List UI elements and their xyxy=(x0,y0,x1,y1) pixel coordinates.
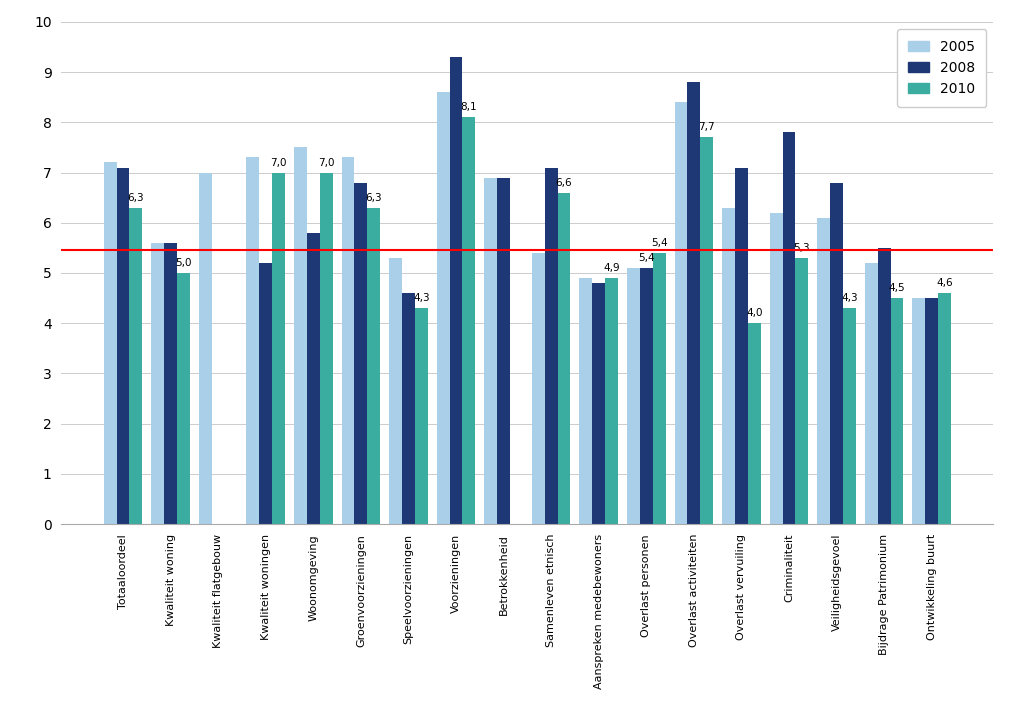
Text: 8,1: 8,1 xyxy=(461,102,477,112)
Text: 4,0: 4,0 xyxy=(746,308,763,318)
Text: 4,5: 4,5 xyxy=(889,283,905,293)
Bar xyxy=(272,173,285,524)
Bar xyxy=(129,207,142,524)
Bar xyxy=(722,207,735,524)
Bar xyxy=(557,193,570,524)
Text: 4,9: 4,9 xyxy=(603,263,620,273)
Bar xyxy=(545,167,557,524)
Text: 6,6: 6,6 xyxy=(556,178,572,188)
Bar xyxy=(294,147,307,524)
Bar xyxy=(605,278,617,524)
Text: 4,3: 4,3 xyxy=(841,293,858,303)
Text: 6,3: 6,3 xyxy=(366,193,382,202)
Legend: 2005, 2008, 2010: 2005, 2008, 2010 xyxy=(897,29,986,107)
Bar xyxy=(865,263,878,524)
Bar xyxy=(926,298,938,524)
Bar xyxy=(817,218,830,524)
Bar xyxy=(103,162,117,524)
Bar xyxy=(687,82,700,524)
Bar xyxy=(770,213,782,524)
Bar xyxy=(415,308,428,524)
Bar xyxy=(878,248,891,524)
Bar xyxy=(247,157,259,524)
Bar xyxy=(592,283,605,524)
Bar xyxy=(700,138,713,524)
Text: 5,4: 5,4 xyxy=(651,238,668,248)
Bar xyxy=(891,298,903,524)
Bar xyxy=(402,293,415,524)
Bar xyxy=(354,183,368,524)
Bar xyxy=(912,298,926,524)
Text: 4,6: 4,6 xyxy=(936,278,952,288)
Text: 5,4: 5,4 xyxy=(638,253,654,263)
Bar xyxy=(580,278,592,524)
Bar xyxy=(652,253,666,524)
Bar xyxy=(389,258,402,524)
Bar xyxy=(531,253,545,524)
Bar xyxy=(450,57,463,524)
Bar xyxy=(117,167,129,524)
Bar xyxy=(640,268,652,524)
Bar xyxy=(796,258,808,524)
Text: 5,3: 5,3 xyxy=(794,243,810,253)
Bar xyxy=(152,243,164,524)
Bar xyxy=(735,167,748,524)
Text: 6,3: 6,3 xyxy=(128,193,144,202)
Bar xyxy=(782,132,796,524)
Bar xyxy=(463,117,475,524)
Text: 4,3: 4,3 xyxy=(413,293,430,303)
Bar xyxy=(843,308,856,524)
Bar xyxy=(177,273,189,524)
Bar xyxy=(437,92,450,524)
Bar xyxy=(627,268,640,524)
Bar xyxy=(830,183,843,524)
Bar xyxy=(938,293,951,524)
Text: 7,0: 7,0 xyxy=(317,157,335,167)
Bar xyxy=(199,173,212,524)
Bar xyxy=(675,102,687,524)
Text: 7,0: 7,0 xyxy=(270,157,287,167)
Text: 7,7: 7,7 xyxy=(698,122,715,132)
Bar xyxy=(368,207,380,524)
Bar xyxy=(498,178,510,524)
Text: 5,0: 5,0 xyxy=(175,258,191,268)
Bar xyxy=(342,157,354,524)
Bar xyxy=(164,243,177,524)
Bar xyxy=(307,233,319,524)
Bar xyxy=(319,173,333,524)
Bar xyxy=(259,263,272,524)
Bar xyxy=(484,178,498,524)
Bar xyxy=(748,323,761,524)
